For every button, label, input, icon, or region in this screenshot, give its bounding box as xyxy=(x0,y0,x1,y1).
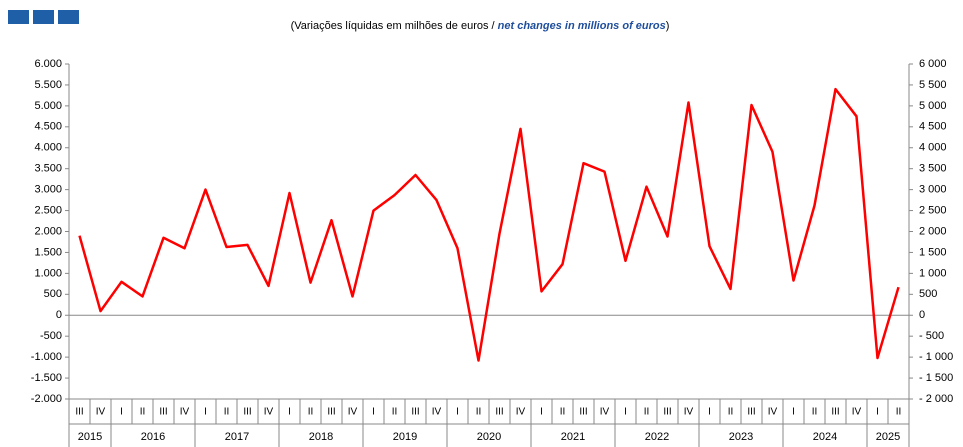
x-tick-label: II xyxy=(308,407,314,418)
x-tick-label: IV xyxy=(96,407,106,418)
y-tick-label: 5.500 xyxy=(34,79,62,91)
year-label: 2019 xyxy=(393,431,417,443)
y2-tick-label: 4 500 xyxy=(919,121,947,133)
x-tick-label: IV xyxy=(600,407,610,418)
x-tick-label: IV xyxy=(180,407,190,418)
x-tick-label: IV xyxy=(348,407,358,418)
y2-tick-label: 500 xyxy=(919,288,937,300)
y-tick-label: 6.000 xyxy=(34,58,62,70)
year-label: 2016 xyxy=(141,431,165,443)
y-tick-label: 1.500 xyxy=(34,246,62,258)
x-tick-label: I xyxy=(120,407,123,418)
x-tick-label: IV xyxy=(684,407,694,418)
x-tick-label: III xyxy=(159,407,167,418)
x-tick-label: III xyxy=(831,407,839,418)
y-tick-label: -2.000 xyxy=(31,393,62,405)
year-label: 2017 xyxy=(225,431,249,443)
y2-tick-label: - 1 500 xyxy=(919,372,953,384)
y2-tick-label: 0 xyxy=(919,309,925,321)
y-tick-label: 1.000 xyxy=(34,267,62,279)
x-tick-label: IV xyxy=(264,407,274,418)
x-tick-label: II xyxy=(728,407,734,418)
x-tick-label: I xyxy=(372,407,375,418)
x-tick-label: I xyxy=(288,407,291,418)
y2-tick-label: 6 000 xyxy=(919,58,947,70)
y-tick-label: 2.000 xyxy=(34,225,62,237)
x-tick-label: II xyxy=(812,407,818,418)
y-tick-label: 3.000 xyxy=(34,184,62,196)
x-tick-label: III xyxy=(747,407,755,418)
year-label: 2020 xyxy=(477,431,501,443)
year-label: 2018 xyxy=(309,431,333,443)
year-label: 2015 xyxy=(78,431,102,443)
x-tick-label: II xyxy=(896,407,902,418)
y2-tick-label: - 1 000 xyxy=(919,351,953,363)
y-tick-label: -1.500 xyxy=(31,372,62,384)
y-tick-label: -1.000 xyxy=(31,351,62,363)
y2-tick-label: 2 000 xyxy=(919,225,947,237)
y2-tick-label: 4 000 xyxy=(919,142,947,154)
x-tick-label: II xyxy=(224,407,230,418)
x-tick-label: IV xyxy=(516,407,526,418)
x-tick-label: III xyxy=(327,407,335,418)
y2-tick-label: 2 500 xyxy=(919,204,947,216)
subtitle-en: net changes in millions of euros xyxy=(498,20,666,32)
x-tick-label: III xyxy=(243,407,251,418)
x-tick-label: III xyxy=(411,407,419,418)
y-tick-label: -500 xyxy=(40,330,62,342)
x-tick-label: I xyxy=(204,407,207,418)
y2-tick-label: - 500 xyxy=(919,330,944,342)
x-tick-label: IV xyxy=(852,407,862,418)
y-tick-label: 0 xyxy=(56,309,62,321)
x-tick-label: I xyxy=(708,407,711,418)
x-tick-label: I xyxy=(624,407,627,418)
x-tick-label: II xyxy=(560,407,566,418)
x-tick-label: III xyxy=(663,407,671,418)
data-line xyxy=(78,87,900,362)
year-label: 2025 xyxy=(876,431,900,443)
y-tick-label: 3.500 xyxy=(34,163,62,175)
y2-tick-label: 3 000 xyxy=(919,184,947,196)
x-tick-label: I xyxy=(792,407,795,418)
logo-block xyxy=(58,10,79,24)
x-tick-label: I xyxy=(876,407,879,418)
x-tick-label: III xyxy=(75,407,83,418)
logo-block xyxy=(33,10,54,24)
x-tick-label: I xyxy=(540,407,543,418)
logo-block xyxy=(8,10,29,24)
subtitle-close: ) xyxy=(666,20,670,32)
y-tick-label: 4.000 xyxy=(34,142,62,154)
subtitle-pt: (Variações líquidas em milhões de euros … xyxy=(291,20,496,32)
y2-tick-label: - 2 000 xyxy=(919,393,953,405)
x-tick-label: II xyxy=(140,407,146,418)
x-tick-label: IV xyxy=(768,407,778,418)
year-label: 2022 xyxy=(645,431,669,443)
x-tick-label: III xyxy=(495,407,503,418)
y2-tick-label: 1 000 xyxy=(919,267,947,279)
y2-tick-label: 5 000 xyxy=(919,100,947,112)
y-tick-label: 5.000 xyxy=(34,100,62,112)
subtitle: (Variações líquidas em milhões de euros … xyxy=(291,20,670,32)
x-tick-label: I xyxy=(456,407,459,418)
y2-tick-label: 1 500 xyxy=(919,246,947,258)
year-label: 2024 xyxy=(813,431,837,443)
x-tick-label: III xyxy=(579,407,587,418)
y-tick-label: 500 xyxy=(44,288,62,300)
year-label: 2021 xyxy=(561,431,585,443)
x-tick-label: II xyxy=(392,407,398,418)
y2-tick-label: 5 500 xyxy=(919,79,947,91)
y-tick-label: 2.500 xyxy=(34,204,62,216)
y-tick-label: 4.500 xyxy=(34,121,62,133)
year-label: 2023 xyxy=(729,431,753,443)
y2-tick-label: 3 500 xyxy=(919,163,947,175)
x-tick-label: II xyxy=(476,407,482,418)
x-tick-label: II xyxy=(644,407,650,418)
x-tick-label: IV xyxy=(432,407,442,418)
